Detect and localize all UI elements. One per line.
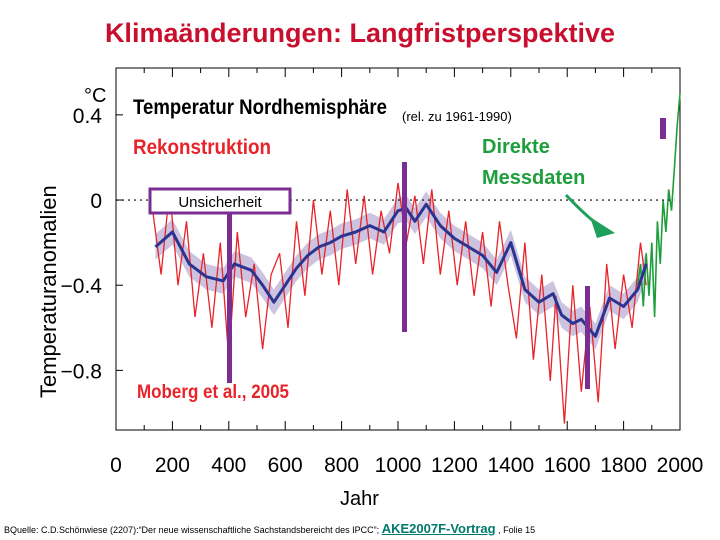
uncertainty-label: Unsicherheit xyxy=(178,194,262,211)
x-tick-label: 1400 xyxy=(487,454,534,477)
footer-link[interactable]: AKE2007F-Vortrag xyxy=(381,521,496,536)
series-measured xyxy=(636,93,681,318)
marker-bar-top-right xyxy=(660,118,666,139)
y-tick-label: −0.4 xyxy=(61,275,103,298)
source-citation: Moberg et al., 2005 xyxy=(137,382,289,403)
x-tick-label: 0 xyxy=(110,454,122,477)
footer-slide-number: , Folie 15 xyxy=(498,525,536,535)
x-tick-label: 1600 xyxy=(544,454,591,477)
x-axis-title: Jahr xyxy=(340,488,379,510)
chart-subtitle: (rel. zu 1961-1990) xyxy=(402,109,512,124)
x-tick-label: 600 xyxy=(268,454,303,477)
marker-bar-1650 xyxy=(585,286,590,389)
y-axis-title: Temperaturanomalien xyxy=(36,185,61,398)
reconstruction-label: Rekonstruktion xyxy=(133,136,271,159)
x-tick-label: 1200 xyxy=(431,454,478,477)
y-tick-label: 0.4 xyxy=(73,105,103,128)
x-tick-label: 200 xyxy=(155,454,190,477)
x-tick-label: 800 xyxy=(324,454,359,477)
x-tick-label: 400 xyxy=(211,454,246,477)
measured-arrowhead xyxy=(590,217,615,238)
slide-title: Klimaänderungen: Langfristperspektive xyxy=(104,18,616,48)
x-tick-label: 1000 xyxy=(375,454,422,477)
uncertainty-box xyxy=(148,187,292,215)
y-tick-label: 0 xyxy=(90,190,102,213)
measured-label-line2: Messdaten xyxy=(482,167,585,189)
x-tick-label: 1800 xyxy=(600,454,647,477)
marker-bar-1050 xyxy=(402,162,407,332)
x-tick-label: 2000 xyxy=(657,454,704,477)
chart-title: Temperatur Nordhemisphäre xyxy=(133,96,387,119)
y-tick-label: −0.8 xyxy=(61,360,102,383)
footer: BQuelle: C.D.Schönwiese (2207):“Der neue… xyxy=(4,521,535,536)
marker-bar-400 xyxy=(227,214,232,383)
y-axis-unit: °C xyxy=(84,85,106,107)
measured-label-line1: Direkte xyxy=(482,136,550,158)
footer-source: BQuelle: C.D.Schönwiese (2207):“Der neue… xyxy=(4,525,380,535)
